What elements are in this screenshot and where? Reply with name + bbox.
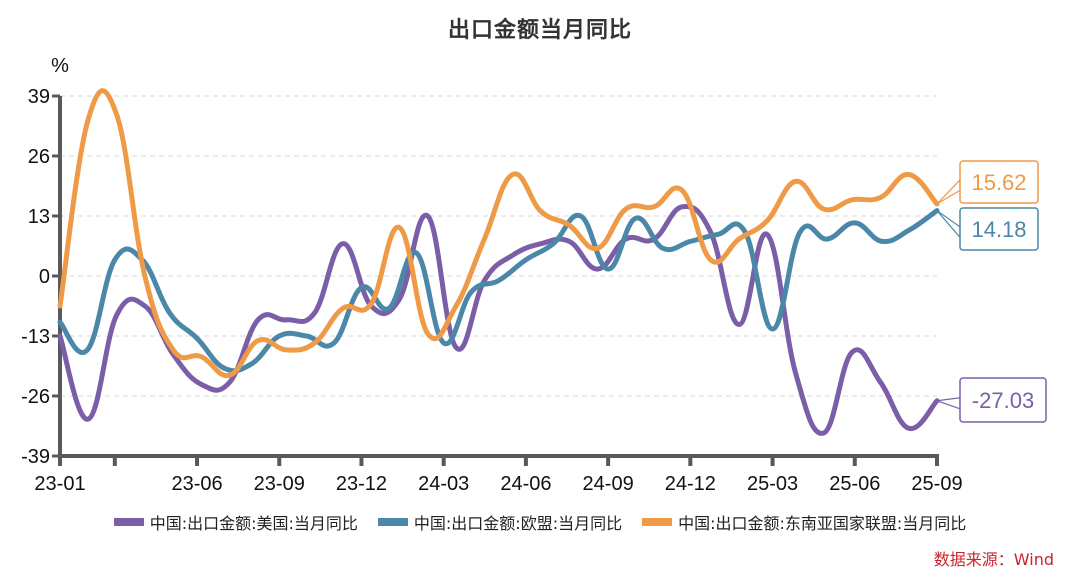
y-tick-label: 0 (39, 266, 50, 288)
callout-asean-pointer (936, 178, 961, 205)
y-tick-label: -13 (21, 326, 50, 348)
legend-item-eu[interactable]: 中国:出口金额:欧盟:当月同比 (377, 510, 623, 534)
chart-title: 出口金额当月同比 (447, 18, 632, 43)
x-tick-label: 23-01 (34, 473, 85, 495)
x-tick-label: 25-09 (911, 473, 962, 495)
series-lines (57, 88, 940, 436)
x-tick-label: 24-12 (665, 473, 716, 495)
y-tick-label: 39 (28, 86, 50, 108)
x-tick-label: 23-06 (171, 473, 222, 495)
callout-usa-text: -27.03 (972, 388, 1034, 413)
x-tick-label: 25-06 (829, 473, 880, 495)
y-tick-label: 13 (28, 206, 50, 228)
callout-usa-box (959, 377, 1047, 423)
legend-item-usa[interactable]: 中国:出口金额:美国:当月同比 (113, 510, 358, 534)
callout-eu-box (959, 207, 1039, 251)
callout-asean-text: 15.62 (971, 170, 1026, 195)
axes: 39 26 13 0 -13 -26 -39% 23-01 23-06 23-09 23-12 24-… (21, 55, 962, 495)
series-line-eu (57, 208, 940, 374)
legend-item-asean[interactable]: 中国:出口金额:东南亚国家联盟:当月同比 (642, 510, 966, 534)
y-tick-label: -39 (21, 446, 50, 468)
legend-label-eu: 中国:出口金额:欧盟:当月同比 (413, 514, 623, 533)
x-tick-label: 24-09 (583, 473, 634, 495)
gridlines (60, 95, 937, 397)
x-tick-label: 23-09 (254, 473, 305, 495)
legend-label-asean: 中国:出口金额:东南亚国家联盟:当月同比 (678, 514, 967, 533)
callout-asean-box (959, 160, 1039, 204)
x-tick-label: 25-03 (747, 473, 798, 495)
series-line-asean (57, 88, 940, 379)
callout-eu-pointer (936, 210, 961, 240)
callout-eu-text: 14.18 (971, 217, 1026, 242)
callout-usa-pointer (936, 397, 961, 410)
x-tick-label: 24-03 (418, 473, 469, 495)
y-tick-label: 26 (28, 146, 50, 168)
y-unit-label: % (51, 55, 69, 77)
value-callouts: 15.62 14.18 -27.03 (936, 160, 1047, 423)
legend-label-usa: 中国:出口金额:美国:当月同比 (149, 514, 358, 533)
y-tick-label: -26 (21, 386, 50, 408)
legend: 中国:出口金额:美国:当月同比 中国:出口金额:欧盟:当月同比 中国:出口金额:… (0, 510, 1080, 534)
legend-swatch-eu (377, 518, 408, 526)
x-tick-label: 23-12 (336, 473, 387, 495)
data-source: 数据来源：Wind (933, 550, 1054, 569)
series-line-usa (57, 204, 940, 436)
x-tick-label: 24-06 (500, 473, 551, 495)
legend-swatch-asean (642, 518, 673, 526)
legend-swatch-usa (113, 518, 144, 526)
